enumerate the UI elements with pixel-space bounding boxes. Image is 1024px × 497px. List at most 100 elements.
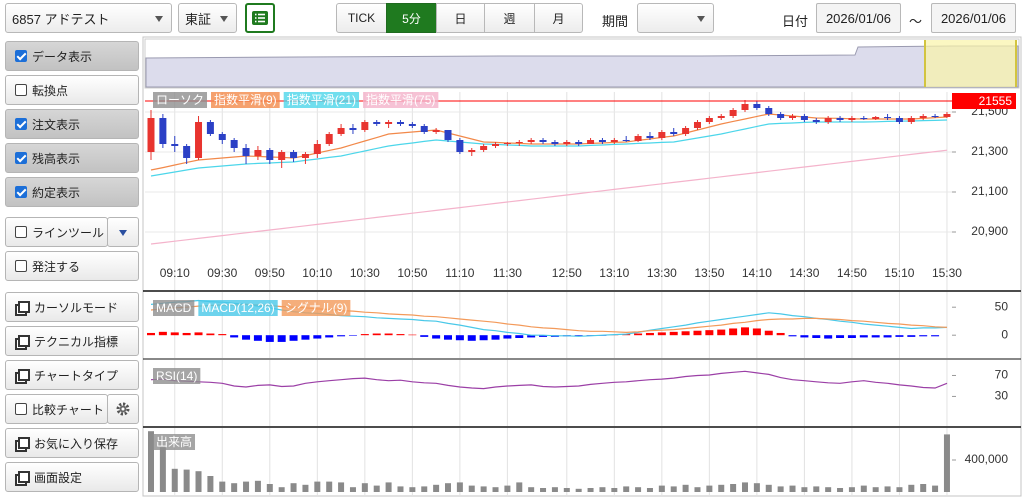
candle-body [848,118,856,120]
candle-body [884,117,892,118]
toggle-button[interactable]: 転換点 [5,75,139,105]
candle-body [373,122,381,124]
candle-body [693,122,701,128]
button-label: チャートタイプ [34,368,118,383]
overview-window[interactable] [925,40,1016,87]
candle-body [800,116,808,120]
candle-body [195,122,203,158]
volume-bar [528,487,535,492]
candle-body [183,146,191,158]
settings-button[interactable] [107,394,139,424]
volume-bar [932,485,939,492]
candle-body [325,134,333,144]
volume-bar [159,447,166,492]
candle-body [313,144,321,154]
candle-body [539,140,547,142]
y-tick-label: 21,300 [971,144,1008,158]
button-label: 転換点 [32,83,69,98]
candle-body [789,116,797,118]
toggle-button[interactable]: 発注する [5,251,139,281]
date-to[interactable]: 2026/01/06 [931,3,1016,33]
toggle-button[interactable]: 残高表示 [5,143,139,173]
volume-bar [730,484,737,492]
toggle-button[interactable]: データ表示 [5,41,139,71]
list-button[interactable] [245,3,275,33]
histogram-bar [147,332,155,336]
interval-tab[interactable]: 日 [436,3,485,33]
volume-bar [611,488,618,492]
histogram-bar [206,333,215,336]
volume-bar [302,484,309,492]
histogram-bar [265,335,274,342]
candle-body [895,118,903,122]
x-tick-label: 14:50 [837,266,867,280]
menu-button[interactable]: 画面設定 [5,462,139,492]
volume-bar [575,488,582,492]
menu-button[interactable]: チャートタイプ [5,360,139,390]
volume-bar [373,485,380,492]
volume-bar [409,487,416,492]
candle-body [563,142,571,144]
toggle-button[interactable]: 約定表示 [5,177,139,207]
interval-tab[interactable]: 月 [534,3,583,33]
candle-body [860,118,868,119]
stock-select[interactable]: 6857 アドテスト [5,3,172,33]
button-label: テクニカル指標 [34,334,119,349]
volume-bar [207,476,214,492]
volume-bar [349,487,356,492]
histogram-bar [657,332,666,336]
period-select[interactable] [637,3,714,33]
period-label: 期間 [602,14,629,29]
volume-bar [148,431,154,492]
volume-bar [243,481,250,492]
histogram-bar [752,328,761,336]
volume-bar [908,484,915,492]
histogram-bar [408,334,417,336]
interval-tab[interactable]: TICK [336,3,387,33]
button-label: 比較チャート [32,402,104,417]
candle-body [468,150,476,152]
candle-body [598,140,606,142]
x-tick-label: 09:10 [160,266,190,280]
volume-bar [943,434,950,492]
button-label: 約定表示 [32,185,81,200]
legend-label: 指数平滑(75) [366,92,435,107]
ema-line [150,149,948,245]
date-from[interactable]: 2026/01/06 [816,3,901,33]
overview-area [145,45,1019,88]
histogram-bar [182,332,191,336]
toggle-button[interactable]: 比較チャート [5,394,108,424]
volume-bar [433,484,440,492]
volume-bar [504,485,511,492]
histogram-bar [242,335,251,340]
volume-bar [801,487,808,492]
x-tick-label: 12:50 [552,266,582,280]
x-tick-label: 10:10 [302,266,332,280]
candle-body [717,116,725,118]
histogram-bar [847,335,856,338]
menu-button[interactable]: お気に入り保存 [5,428,139,458]
candle-body [741,104,749,110]
volume-bar [480,486,487,492]
interval-tab[interactable]: 5分 [386,3,437,33]
legend-label-bg [283,92,360,108]
toggle-button[interactable]: ラインツール [5,217,108,247]
candle-body [907,118,915,122]
histogram-bar [491,335,500,340]
candle-body [171,144,179,146]
histogram-bar [645,332,654,336]
volume-bar [658,485,665,492]
histogram-bar [194,332,203,336]
histogram-bar [729,328,738,336]
x-tick-label: 09:30 [207,266,237,280]
market-select[interactable]: 東証 [178,3,237,33]
histogram-bar [717,329,726,336]
menu-button[interactable]: カーソルモード [5,292,139,322]
interval-tab[interactable]: 週 [484,3,535,33]
toggle-button[interactable]: 注文表示 [5,109,139,139]
dropdown-button[interactable] [107,217,139,247]
menu-button[interactable]: テクニカル指標 [5,326,139,356]
candle-body [266,150,274,160]
